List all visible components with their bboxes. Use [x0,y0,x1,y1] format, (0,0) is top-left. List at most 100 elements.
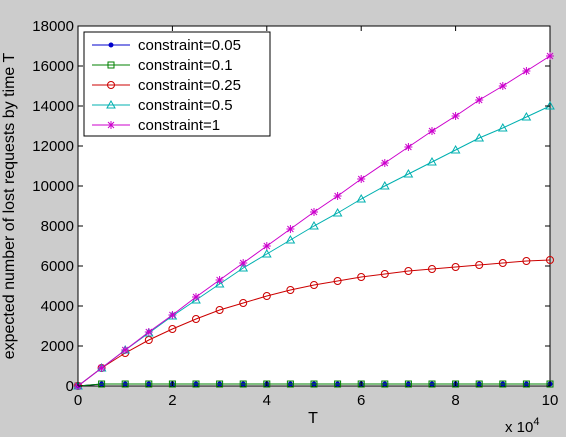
y-tick-label: 18000 [32,18,74,35]
legend-marker [106,99,116,109]
data-point [145,380,153,388]
data-point [144,328,153,336]
data-point [451,112,460,120]
y-tick-label: 16000 [32,58,74,75]
y-tick-label: 14000 [32,98,74,115]
x-axis-multiplier: x 104 [505,416,539,436]
legend-box [83,31,271,137]
y-tick-label: 6000 [41,258,74,275]
legend-label: constraint=0.1 [138,57,233,74]
y-tick-label: 8000 [41,218,74,235]
x-axis-label: T [308,410,318,427]
legend-entry: constraint=0.25 [92,77,241,94]
data-point [546,256,554,264]
series-line [77,259,551,387]
data-point [168,325,177,333]
data-point [404,267,413,275]
data-point [450,144,461,154]
data-point [379,180,390,190]
data-point [262,292,271,300]
legend-items: constraint=0.05 constraint=0.1 constraint=… [92,37,241,134]
data-point [121,346,130,354]
data-point [310,380,318,388]
legend: constraint=0.05 constraint=0.1 constraint=… [83,31,271,137]
data-point [239,259,248,267]
data-point [214,278,225,288]
data-point [333,192,342,200]
x-tick-label: 4 [263,392,271,409]
x-multiplier-base: x 10 [505,419,533,436]
data-point [380,159,389,167]
data-point [286,225,295,233]
x-multiplier-exponent: 4 [533,416,539,428]
x-tick-label: 8 [451,392,459,409]
data-point [97,364,106,372]
data-point [310,208,318,216]
data-point [381,380,389,388]
data-point [521,111,532,121]
data-point [98,380,106,388]
y-tick-label: 10000 [32,178,74,195]
x-tick-label: 10 [542,392,559,409]
data-point [475,96,484,104]
data-point [192,380,200,388]
legend-label: constraint=0.05 [138,37,241,54]
data-point [474,132,485,142]
data-point [404,380,412,388]
data-point [310,281,318,289]
data-point [286,380,294,388]
data-point [428,380,436,388]
legend-entry: constraint=0.1 [92,57,233,74]
data-point [357,273,366,281]
data-point [522,380,530,388]
data-point [239,380,247,388]
legend-label: constraint=0.25 [138,77,241,94]
data-point [522,67,531,75]
y-tick-label: 2000 [41,338,74,355]
data-point [497,122,508,132]
data-point [380,270,389,278]
data-point [285,234,296,244]
data-point [216,380,224,388]
data-point [334,380,342,388]
data-point [475,261,484,269]
legend-marker [107,121,115,129]
data-point [357,175,366,183]
data-point [215,276,224,284]
y-tick-label: 4000 [41,298,74,315]
data-point [238,262,249,272]
data-point [403,168,414,178]
data-point [475,380,483,388]
data-point [498,259,507,267]
series-5 [74,52,554,390]
data-point [192,315,200,323]
data-point [332,207,343,217]
legend-marker [107,61,115,69]
series-layer [73,52,555,390]
data-point [309,220,319,230]
legend-marker [108,42,114,48]
x-tick-label: 2 [168,392,176,409]
data-point [262,242,271,250]
data-point [428,127,436,135]
legend-entry: constraint=1 [92,117,220,134]
series-line [77,105,551,387]
data-point [261,248,272,258]
data-point [121,380,129,388]
y-axis-label: expected number of lost requests by time… [1,53,18,360]
data-point [451,263,460,271]
data-point [356,193,367,203]
legend-marker [107,81,115,89]
x-tick-label: 6 [357,392,365,409]
data-point [168,311,177,319]
legend-entry: constraint=0.5 [92,97,233,114]
y-tick-label: 12000 [32,138,74,155]
data-point [192,293,200,301]
data-point [522,257,531,265]
legend-entry: constraint=0.05 [92,37,241,54]
data-point [239,299,248,307]
legend-label: constraint=1 [138,117,220,134]
data-point [498,82,507,90]
